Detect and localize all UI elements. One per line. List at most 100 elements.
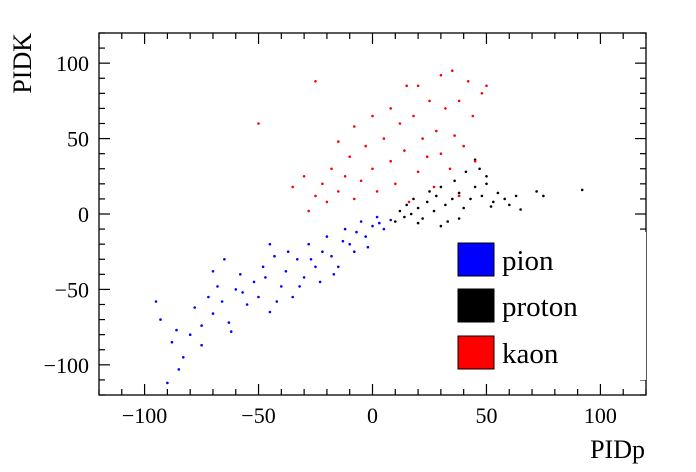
point-proton-16: [453, 179, 456, 183]
point-proton-25: [489, 205, 493, 208]
point-pion-53: [366, 245, 370, 249]
point-pion-9: [207, 295, 210, 299]
point-kaon-24: [425, 155, 429, 158]
point-proton-33: [580, 188, 584, 192]
point-pion-16: [245, 303, 249, 306]
point-kaon-41: [353, 125, 356, 128]
point-pion-35: [353, 250, 356, 253]
point-pion-20: [268, 310, 272, 314]
point-pion-51: [341, 239, 345, 243]
point-proton-5: [412, 197, 415, 201]
legend-label-kaon: kaon: [502, 338, 559, 370]
point-pion-47: [298, 285, 301, 288]
y-axis-tick-labels: −100 −50 0 50 100: [44, 51, 89, 378]
point-pion-25: [296, 258, 299, 261]
point-pion-55: [177, 368, 181, 371]
x-tick-label-3: 50: [476, 403, 498, 428]
legend-swatch-pion: [457, 242, 495, 277]
point-pion-22: [280, 285, 283, 288]
point-pion-44: [264, 276, 267, 279]
point-proton-31: [535, 190, 538, 193]
point-kaon-9: [348, 155, 352, 158]
point-kaon-0: [257, 122, 260, 125]
point-pion-43: [241, 291, 244, 294]
point-kaon-17: [394, 182, 397, 186]
point-kaon-6: [330, 167, 333, 171]
point-pion-46: [286, 250, 290, 253]
point-pion-45: [275, 300, 279, 303]
legend-entry-kaon: kaon: [457, 335, 559, 370]
point-kaon-32: [453, 134, 456, 137]
point-pion-1: [159, 318, 162, 321]
point-proton-29: [514, 194, 518, 198]
point-proton-37: [485, 175, 488, 178]
point-proton-4: [409, 212, 413, 216]
point-kaon-20: [407, 200, 411, 204]
point-kaon-28: [439, 152, 443, 155]
x-tick-label-1: −50: [241, 403, 275, 428]
point-pion-0: [154, 300, 158, 303]
point-kaon-35: [466, 80, 470, 83]
point-pion-10: [211, 312, 215, 315]
point-pion-3: [170, 340, 174, 344]
point-kaon-38: [480, 92, 484, 95]
point-kaon-18: [398, 122, 402, 125]
point-kaon-19: [403, 149, 406, 152]
point-kaon-14: [375, 190, 379, 193]
point-kaon-27: [435, 129, 438, 133]
point-proton-8: [425, 200, 429, 204]
point-kaon-45: [416, 84, 420, 88]
point-pion-11: [216, 285, 219, 288]
legend-swatch-proton: [457, 288, 495, 323]
point-proton-35: [439, 224, 443, 228]
point-kaon-4: [321, 182, 324, 186]
y-tick-label-4: 100: [56, 51, 89, 76]
point-proton-20: [469, 197, 472, 201]
legend-swatch-kaon: [457, 335, 495, 370]
legend-entry-proton: proton: [457, 288, 578, 323]
point-pion-54: [378, 221, 381, 225]
point-proton-24: [485, 182, 488, 186]
point-proton-7: [421, 217, 424, 220]
point-proton-18: [462, 206, 466, 210]
point-pion-56: [211, 270, 215, 273]
point-proton-39: [457, 217, 461, 220]
point-proton-38: [492, 200, 495, 204]
point-pion-39: [375, 215, 379, 219]
y-tick-label-3: 50: [67, 127, 89, 152]
point-pion-24: [291, 295, 295, 299]
point-pion-34: [348, 242, 352, 246]
point-kaon-1: [314, 80, 317, 83]
point-pion-26: [302, 276, 306, 279]
point-kaon-22: [416, 170, 420, 174]
point-proton-32: [542, 194, 545, 198]
point-kaon-2: [307, 209, 311, 213]
point-pion-42: [229, 330, 233, 333]
y-tick-label-1: −50: [55, 277, 89, 302]
x-tick-label-2: 0: [367, 403, 378, 428]
point-pion-27: [307, 242, 311, 246]
point-kaon-23: [421, 137, 424, 140]
point-kaon-42: [371, 114, 374, 118]
x-axis-tick-labels: −100 −50 0 50 100: [122, 403, 617, 428]
point-kaon-10: [353, 197, 356, 201]
point-pion-32: [337, 265, 340, 269]
point-pion-13: [227, 321, 231, 324]
point-pion-41: [389, 218, 393, 222]
point-kaon-43: [389, 107, 393, 110]
point-pion-12: [220, 300, 224, 303]
point-kaon-11: [359, 179, 363, 183]
point-proton-22: [478, 167, 481, 171]
point-proton-9: [428, 190, 431, 193]
point-kaon-3: [314, 194, 317, 198]
point-pion-59: [200, 343, 203, 347]
legend-label-pion: pion: [502, 245, 554, 277]
point-kaon-31: [451, 69, 454, 72]
point-kaon-30: [448, 167, 452, 171]
point-kaon-8: [343, 175, 347, 178]
point-proton-15: [451, 197, 454, 201]
point-kaon-26: [432, 185, 436, 189]
point-kaon-46: [439, 73, 443, 77]
point-kaon-34: [462, 144, 466, 148]
